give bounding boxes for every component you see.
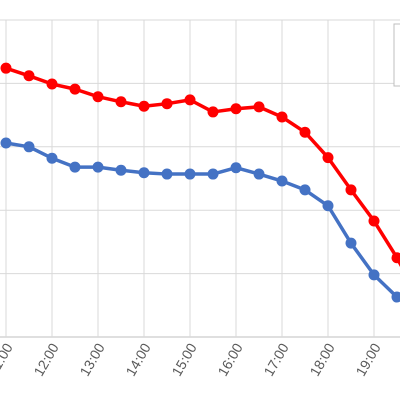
marker [23,141,35,153]
marker [46,152,58,164]
marker [207,168,219,180]
marker [92,91,104,103]
marker [276,111,288,123]
marker [161,168,173,180]
marker [345,237,357,249]
marker [69,161,81,173]
marker [253,101,265,113]
marker [138,167,150,179]
marker [0,62,12,74]
marker [23,70,35,82]
marker [253,168,265,180]
marker [368,269,380,281]
marker [0,137,12,149]
marker [69,83,81,95]
marker [276,175,288,187]
legend-box [393,23,400,87]
marker [322,200,334,212]
marker [92,161,104,173]
marker [299,126,311,138]
marker [184,168,196,180]
marker [391,252,400,264]
marker [368,215,380,227]
marker [299,184,311,196]
marker [138,100,150,112]
marker [161,98,173,110]
marker [345,184,357,196]
marker [184,94,196,106]
marker [322,152,334,164]
marker [207,106,219,118]
marker [115,164,127,176]
marker [230,162,242,174]
marker [391,291,400,303]
marker [46,78,58,90]
marker [230,103,242,115]
marker [115,96,127,108]
